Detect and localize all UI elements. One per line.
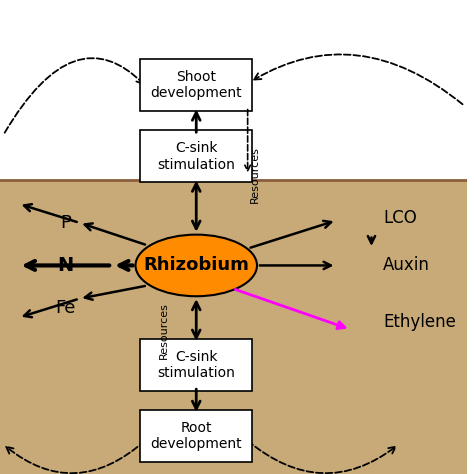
FancyArrowPatch shape	[5, 58, 144, 133]
Text: Rhizobium: Rhizobium	[143, 256, 249, 274]
FancyArrowPatch shape	[247, 441, 396, 473]
FancyArrowPatch shape	[6, 441, 145, 473]
Text: C-sink
stimulation: C-sink stimulation	[157, 141, 235, 172]
Text: Fe: Fe	[55, 299, 75, 317]
Text: Resources: Resources	[250, 146, 260, 202]
FancyBboxPatch shape	[140, 130, 252, 182]
FancyBboxPatch shape	[140, 59, 252, 111]
Text: Root
development: Root development	[150, 421, 242, 451]
Ellipse shape	[136, 235, 257, 296]
Text: Auxin: Auxin	[383, 256, 430, 274]
Text: Resources: Resources	[158, 302, 169, 359]
FancyBboxPatch shape	[140, 410, 252, 462]
Text: C-sink
stimulation: C-sink stimulation	[157, 350, 235, 380]
Bar	[0, 180, 467, 474]
Text: N: N	[57, 256, 73, 275]
FancyBboxPatch shape	[140, 339, 252, 391]
FancyArrowPatch shape	[254, 55, 463, 104]
Text: Ethylene: Ethylene	[383, 313, 456, 331]
Text: LCO: LCO	[383, 209, 417, 227]
Bar	[0, 0, 467, 180]
Text: P: P	[60, 214, 71, 232]
Text: Shoot
development: Shoot development	[150, 70, 242, 100]
